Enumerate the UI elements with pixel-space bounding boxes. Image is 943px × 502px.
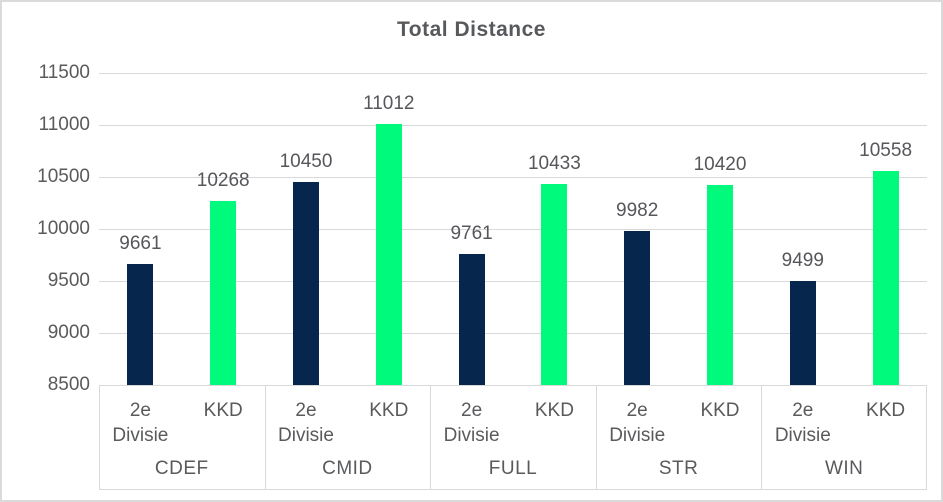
group-divider (761, 385, 763, 490)
y-axis-tick-label: 11500 (38, 62, 90, 83)
y-axis-tick-label: 8500 (47, 374, 90, 395)
gridline (99, 125, 927, 126)
series-label: KKD (203, 400, 243, 421)
y-axis-tick-label: 10500 (37, 166, 90, 187)
y-axis-tick-label: 9500 (47, 270, 90, 291)
x-axis-label-box (99, 385, 927, 490)
series-label: 2e Divisie (774, 400, 831, 446)
series-label: 2e Divisie (278, 400, 334, 446)
gridline (99, 333, 927, 334)
bar-value-label: 9761 (450, 222, 493, 244)
bar-value-label: 11012 (363, 92, 415, 114)
category-label-win: WIN (824, 458, 864, 479)
bar-value-label: 10433 (527, 152, 581, 174)
series-label: KKD (534, 400, 574, 421)
bar-kkd-full (541, 183, 568, 385)
bar-2e-divisie-full (458, 253, 485, 385)
bar-kkd-cdef (210, 201, 237, 385)
gridline (99, 229, 927, 230)
y-axis-tick-label: 10000 (37, 218, 90, 239)
bar-value-label: 10268 (196, 170, 250, 192)
bar-2e-divisie-win (789, 281, 816, 385)
gridline (99, 73, 927, 74)
category-label-full: FULL (488, 458, 538, 479)
gridline (99, 281, 927, 282)
series-label: 2e Divisie (443, 400, 500, 446)
bar-2e-divisie-cmid (293, 182, 319, 385)
group-divider (264, 385, 266, 490)
category-label-cmid: CMID (322, 458, 373, 479)
bar-value-label: 9982 (616, 199, 659, 221)
bar-2e-divisie-str (624, 230, 651, 385)
series-label: KKD (866, 400, 906, 421)
bar-kkd-str (707, 185, 733, 385)
series-label: KKD (369, 400, 409, 421)
series-label: 2e Divisie (609, 400, 666, 446)
series-label: 2e Divisie (112, 400, 169, 446)
category-label-str: STR (658, 458, 699, 479)
group-divider (430, 385, 432, 490)
bar-kkd-win (872, 170, 899, 385)
bar-2e-divisie-cdef (127, 264, 154, 385)
series-label: KKD (700, 400, 740, 421)
gridline (99, 177, 927, 178)
y-axis-tick-label: 11000 (38, 114, 90, 135)
bar-value-label: 9661 (119, 233, 162, 255)
bar-value-label: 10420 (693, 154, 747, 176)
y-axis-tick-label: 9000 (47, 322, 90, 343)
category-label-cdef: CDEF (154, 458, 209, 479)
bar-value-label: 9499 (781, 250, 824, 272)
bar-value-label: 10450 (279, 151, 333, 173)
chart-title: Total Distance (397, 18, 546, 41)
bar-kkd-cmid (375, 123, 402, 385)
bar-value-label: 10558 (859, 139, 913, 161)
group-divider (595, 385, 597, 490)
